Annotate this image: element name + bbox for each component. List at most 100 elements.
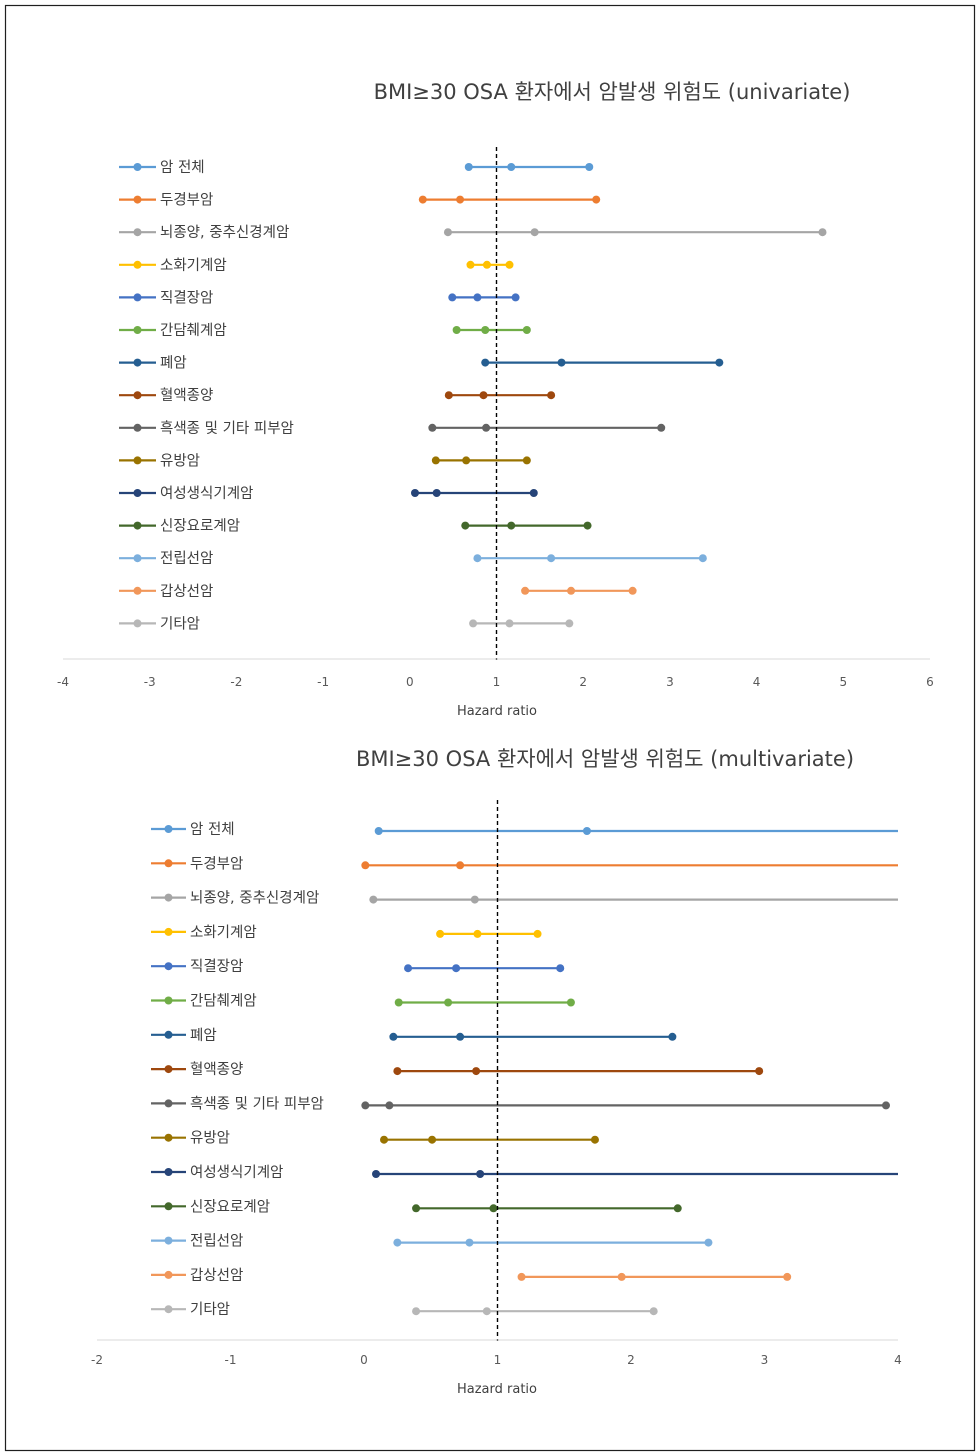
legend-label: 뇌종양, 중추신경계암 (190, 890, 319, 907)
legend-label: 여성생식기계암 (190, 1164, 283, 1181)
legend-label: 소화기계암 (160, 257, 227, 274)
ci-bound-point (461, 521, 470, 530)
x-tick-labels: -2 -1 0 1 2 3 4 (91, 1353, 902, 1367)
ci-bound-point (522, 326, 531, 334)
ci-bound-point (566, 998, 575, 1007)
ci-bound-point (649, 1307, 658, 1316)
legend-label: 기타암 (190, 1301, 230, 1318)
ci-bound-point (565, 619, 574, 628)
ci-bound-point (481, 358, 490, 367)
ci-bound-point (517, 1272, 526, 1281)
legend-label: 전립선암 (190, 1233, 243, 1250)
ci-bound-point (473, 554, 482, 563)
legend-marker (164, 859, 173, 868)
hr-point (582, 827, 591, 835)
legend-marker (164, 1305, 173, 1314)
legend-label: 흑색종 및 기타 피부암 (160, 419, 294, 437)
ci-bound-point (673, 1204, 682, 1213)
legend-label: 암 전체 (160, 159, 205, 176)
hr-point (547, 554, 556, 563)
ci-bound-point (533, 929, 542, 938)
legend-marker (164, 1202, 173, 1211)
legend-label: 기타암 (160, 615, 200, 632)
chart-title: BMI≥30 OSA 환자에서 암발생 위험도 (univariate) (374, 80, 851, 104)
legend-label: 흑색종 및 기타 피부암 (190, 1094, 324, 1112)
x-tick-label: 2 (579, 675, 587, 689)
legend-marker (164, 1168, 173, 1176)
legend-marker (133, 619, 142, 628)
x-tick-label: 5 (839, 675, 847, 689)
hr-point (452, 964, 461, 973)
legend-label: 여성생식기계암 (160, 485, 253, 502)
x-tick-label: 1 (493, 675, 501, 689)
legend-label: 소화기계암 (190, 924, 257, 941)
hr-point (456, 195, 465, 204)
ci-bound-point (881, 1101, 890, 1110)
legend-marker (164, 927, 173, 936)
ci-bound-point (393, 1238, 402, 1247)
x-axis-label: Hazard ratio (457, 1382, 537, 1397)
legend-marker (133, 228, 142, 237)
ci-bound-point (547, 391, 556, 400)
ci-bound-point (389, 1032, 398, 1041)
legend-label: 갑상선암 (160, 583, 213, 600)
hr-point (472, 1067, 481, 1076)
hr-point (617, 1272, 626, 1281)
legend-label: 갑상선암 (190, 1267, 243, 1284)
legend-label: 혈액종양 (190, 1061, 243, 1078)
legend-marker (133, 423, 142, 432)
hr-point (473, 929, 482, 938)
legend-marker (164, 996, 173, 1005)
ci-bound-point (431, 456, 440, 465)
ci-bound-point (657, 423, 666, 432)
x-tick-label: -4 (57, 675, 69, 689)
ci-bound-point (412, 1204, 421, 1213)
legend-marker (164, 825, 173, 833)
ci-bound-point (412, 1307, 421, 1316)
ci-bound-point (448, 293, 457, 302)
hr-point (470, 895, 479, 904)
legend-label: 유방암 (190, 1130, 230, 1147)
legend-marker (133, 554, 142, 563)
legend-label: 신장요로계암 (160, 518, 240, 535)
plot-area (411, 147, 827, 660)
hr-point (567, 586, 576, 595)
x-tick-label: 0 (360, 1353, 368, 1367)
x-axis-label: Hazard ratio (457, 704, 537, 719)
legend-label: 전립선암 (160, 550, 213, 567)
ci-bound-point (418, 195, 427, 204)
ci-bound-point (466, 260, 475, 269)
ci-bound-point (372, 1170, 381, 1178)
ci-bound-point (628, 586, 637, 595)
legend-label: 간담췌계암 (190, 993, 257, 1010)
legend-marker (133, 326, 142, 334)
ci-bound-point (443, 228, 452, 237)
legend-marker (133, 456, 142, 465)
ci-bound-point (556, 964, 565, 973)
legend-marker (164, 962, 173, 971)
plot-area (361, 800, 898, 1341)
figure-border (4, 4, 976, 1452)
legend-marker (164, 1065, 173, 1074)
ci-bound-point (464, 163, 473, 171)
legend-marker (133, 391, 142, 400)
ci-bound-point (404, 964, 413, 973)
ci-bound-point (590, 1135, 599, 1144)
hr-point (385, 1101, 394, 1110)
chart-title: BMI≥30 OSA 환자에서 암발생 위험도 (multivariate) (356, 747, 854, 771)
ci-bound-point (521, 586, 530, 595)
legend-marker (164, 1099, 173, 1108)
ci-bound-point (374, 827, 383, 835)
ci-bound-point (436, 929, 445, 938)
legend-label: 암 전체 (190, 821, 235, 838)
hr-point (479, 391, 488, 400)
ci-bound-point (511, 293, 520, 302)
legend-label: 혈액종양 (160, 387, 213, 404)
ci-bound-point (592, 195, 601, 204)
hr-point (482, 260, 491, 269)
hr-point (476, 1170, 485, 1178)
ci-bound-point (428, 423, 437, 432)
legend-label: 폐암 (160, 355, 187, 372)
ci-bound-point (585, 163, 594, 171)
